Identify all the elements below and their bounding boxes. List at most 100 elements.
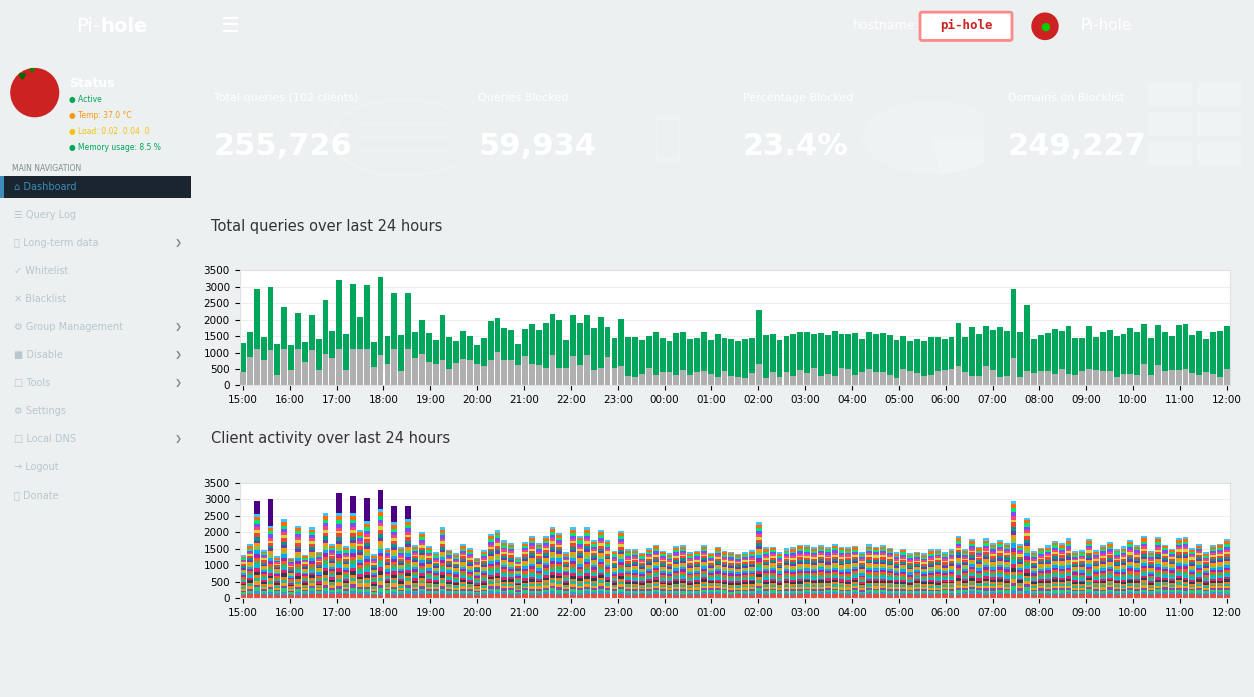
Bar bbox=[707, 576, 714, 578]
Bar bbox=[480, 595, 487, 598]
Bar bbox=[1072, 595, 1078, 598]
Bar bbox=[646, 589, 652, 591]
Bar bbox=[391, 592, 398, 595]
Bar bbox=[1216, 554, 1223, 556]
Bar bbox=[900, 556, 907, 558]
Bar bbox=[928, 556, 934, 558]
Bar bbox=[626, 564, 631, 565]
Bar bbox=[322, 578, 329, 581]
Bar bbox=[261, 578, 267, 580]
Bar bbox=[687, 590, 693, 591]
Bar bbox=[385, 585, 390, 587]
Bar bbox=[1169, 561, 1175, 563]
Bar bbox=[288, 583, 293, 585]
Bar bbox=[839, 574, 844, 576]
Bar bbox=[962, 571, 968, 573]
Bar bbox=[247, 551, 253, 553]
Bar bbox=[1038, 576, 1043, 579]
Bar bbox=[1135, 375, 1140, 385]
Bar bbox=[1066, 374, 1071, 385]
Bar bbox=[571, 539, 576, 542]
Bar bbox=[413, 562, 418, 565]
Bar bbox=[997, 327, 1003, 385]
Bar bbox=[749, 588, 755, 589]
Bar bbox=[515, 565, 522, 566]
Bar bbox=[1127, 564, 1134, 566]
Bar bbox=[1203, 590, 1209, 591]
Bar bbox=[563, 560, 569, 562]
Bar bbox=[681, 560, 686, 562]
Bar bbox=[989, 594, 996, 598]
Bar bbox=[729, 566, 735, 568]
Bar bbox=[604, 547, 611, 549]
Bar bbox=[1127, 595, 1134, 598]
Bar bbox=[626, 565, 631, 567]
Bar bbox=[626, 560, 631, 561]
Bar bbox=[399, 569, 404, 571]
Bar bbox=[853, 571, 858, 573]
Bar bbox=[831, 572, 838, 574]
Bar bbox=[983, 551, 989, 553]
Bar bbox=[488, 554, 494, 556]
Bar bbox=[1011, 575, 1017, 579]
Bar bbox=[446, 549, 453, 551]
Bar bbox=[784, 567, 789, 569]
Bar bbox=[1066, 583, 1071, 585]
Bar bbox=[1038, 371, 1043, 385]
Bar bbox=[413, 549, 418, 551]
Bar bbox=[667, 585, 672, 587]
Bar bbox=[364, 549, 370, 553]
Bar bbox=[405, 532, 411, 535]
Bar bbox=[956, 558, 962, 560]
Bar bbox=[742, 553, 749, 556]
Bar bbox=[776, 552, 782, 554]
Bar bbox=[962, 573, 968, 575]
Bar bbox=[598, 538, 603, 542]
Bar bbox=[419, 560, 425, 563]
Bar bbox=[308, 579, 315, 581]
Bar bbox=[1203, 553, 1209, 556]
Bar bbox=[1093, 579, 1099, 580]
Bar bbox=[1155, 365, 1161, 385]
Bar bbox=[762, 549, 769, 552]
Bar bbox=[1155, 537, 1161, 539]
Bar bbox=[295, 589, 301, 592]
Bar bbox=[563, 579, 569, 581]
Bar bbox=[811, 549, 816, 551]
Bar bbox=[288, 345, 293, 385]
Bar bbox=[894, 576, 899, 579]
Bar bbox=[770, 583, 776, 585]
Bar bbox=[440, 314, 445, 385]
Bar bbox=[515, 589, 522, 590]
Bar bbox=[308, 528, 315, 530]
Bar bbox=[1114, 585, 1120, 587]
Bar bbox=[983, 574, 989, 576]
Bar bbox=[1017, 546, 1023, 548]
Bar bbox=[646, 549, 652, 550]
Bar bbox=[749, 580, 755, 581]
Bar bbox=[762, 595, 769, 598]
Bar bbox=[275, 561, 281, 562]
Bar bbox=[247, 332, 253, 385]
Bar bbox=[804, 592, 810, 594]
Bar bbox=[618, 570, 624, 573]
Bar bbox=[618, 366, 624, 385]
Bar bbox=[1216, 585, 1223, 586]
Bar bbox=[247, 589, 253, 590]
Bar bbox=[275, 583, 281, 585]
Bar bbox=[867, 563, 872, 565]
Bar bbox=[804, 576, 810, 579]
Bar bbox=[502, 580, 508, 582]
Bar bbox=[598, 535, 603, 538]
Bar bbox=[563, 340, 569, 385]
Bar bbox=[1127, 542, 1134, 544]
Bar bbox=[693, 591, 700, 593]
Bar bbox=[261, 584, 267, 586]
Bar bbox=[1183, 556, 1189, 558]
Bar bbox=[302, 574, 307, 576]
Bar bbox=[1196, 574, 1203, 576]
Bar bbox=[729, 565, 735, 566]
Bar bbox=[330, 560, 335, 562]
Bar bbox=[584, 558, 589, 562]
Bar bbox=[426, 548, 431, 550]
